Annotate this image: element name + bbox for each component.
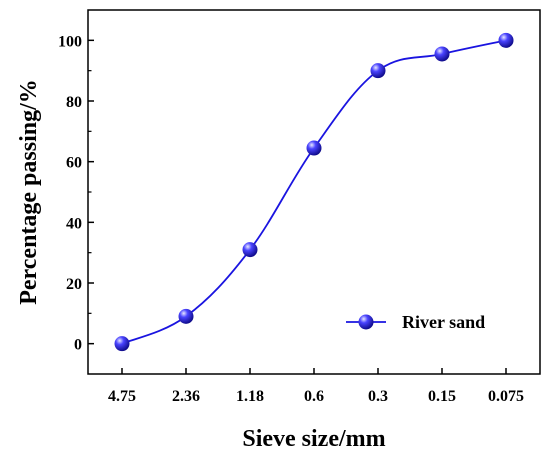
x-tick-label: 0.6	[304, 388, 324, 405]
x-tick-label: 0.075	[488, 388, 524, 405]
data-point	[178, 308, 194, 324]
data-point	[306, 140, 322, 156]
legend-label: River sand	[402, 312, 485, 332]
data-point	[498, 32, 514, 48]
y-tick-label: 60	[66, 155, 82, 172]
x-tick-label: 1.18	[236, 388, 264, 405]
y-tick-label: 40	[66, 215, 82, 232]
series-layer	[114, 32, 514, 352]
y-tick-label: 20	[66, 276, 82, 293]
y-tick-label: 100	[58, 33, 82, 50]
y-axis-title: Percentage passing/%	[16, 79, 42, 305]
data-point	[370, 63, 386, 79]
data-point	[434, 46, 450, 62]
data-point	[242, 242, 258, 258]
legend-marker	[358, 314, 374, 330]
legend: River sand	[346, 312, 485, 332]
x-tick-label: 2.36	[172, 388, 200, 405]
series-line	[121, 39, 507, 345]
y-tick-label: 80	[66, 94, 82, 111]
y-tick-label: 0	[74, 337, 82, 354]
x-tick-label: 4.75	[108, 388, 136, 405]
x-axis: 4.75 2.36 1.18 0.6 0.3 0.15 0.075	[108, 368, 524, 405]
x-tick-label: 0.15	[428, 388, 456, 405]
x-axis-title: Sieve size/mm	[242, 426, 385, 452]
y-axis: 0 20 40 60 80 100	[58, 33, 94, 354]
x-tick-label: 0.3	[368, 388, 388, 405]
data-point	[114, 336, 130, 352]
